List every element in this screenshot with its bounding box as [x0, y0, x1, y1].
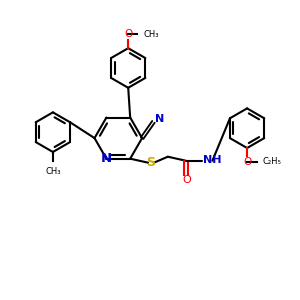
Text: N: N: [155, 114, 164, 124]
Text: CH₃: CH₃: [143, 30, 159, 39]
Text: CH₃: CH₃: [45, 167, 61, 176]
Text: N: N: [101, 152, 112, 165]
Text: O: O: [182, 175, 191, 184]
Text: C₂H₅: C₂H₅: [263, 158, 282, 166]
Text: O: O: [243, 157, 251, 167]
Text: NH: NH: [202, 155, 221, 165]
Text: O: O: [124, 29, 132, 39]
Text: S: S: [146, 156, 155, 169]
